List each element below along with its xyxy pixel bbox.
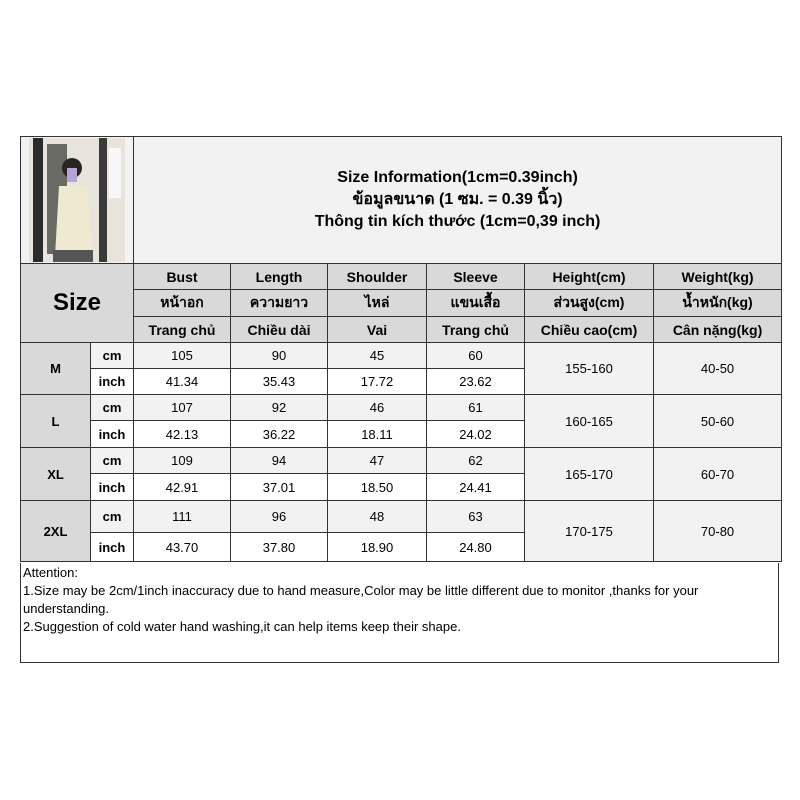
size-row-cm: L cm 107 92 46 61 160-165 50-60 xyxy=(20,394,783,448)
col-header-shoulder-th: ไหล่ xyxy=(327,289,427,317)
product-photo xyxy=(21,137,133,263)
cm-value: 109 xyxy=(133,447,231,474)
attention-note-1: 1.Size may be 2cm/1inch inaccuracy due t… xyxy=(23,583,699,616)
inch-value: 35.43 xyxy=(230,368,328,395)
cm-value: 94 xyxy=(230,447,328,474)
size-row-inch: inch 42.13 36.22 18.11 24.02 xyxy=(21,420,782,448)
col-header-weight-vi: Cân nặng(kg) xyxy=(652,316,783,343)
cm-value: 45 xyxy=(327,342,427,369)
inch-value: 24.41 xyxy=(426,473,525,501)
col-header-bust-th: หน้าอก xyxy=(133,289,231,317)
cm-value: 47 xyxy=(327,447,427,474)
unit-label-inch: inch xyxy=(90,473,134,501)
cm-value: 48 xyxy=(327,500,427,533)
cm-value: 92 xyxy=(230,394,328,421)
col-header-bust-vi: Trang chủ xyxy=(133,316,231,343)
size-label: XL xyxy=(20,447,91,501)
unit-label-cm: cm xyxy=(90,500,134,533)
col-header-sleeve-vi: Trang chủ xyxy=(426,316,525,343)
weight-range: 50-60 xyxy=(652,394,783,448)
attention-note-2: 2.Suggestion of cold water hand washing,… xyxy=(23,619,461,634)
cm-value: 107 xyxy=(133,394,231,421)
weight-range: 40-50 xyxy=(652,342,783,395)
unit-label-inch: inch xyxy=(90,420,134,448)
size-row-inch: inch 41.34 35.43 17.72 23.62 xyxy=(21,368,782,395)
size-label: L xyxy=(20,394,91,448)
unit-label-cm: cm xyxy=(90,447,134,474)
cm-value: 60 xyxy=(426,342,525,369)
size-row-cm: XL cm 109 94 47 62 165-170 60-70 xyxy=(20,447,783,501)
size-chart: Size Information(1cm=0.39inch) ข้อมูลขนา… xyxy=(20,136,783,562)
size-table: Size Information(1cm=0.39inch) ข้อมูลขนา… xyxy=(20,136,783,562)
weight-range: 70-80 xyxy=(652,500,783,562)
cm-value: 62 xyxy=(426,447,525,474)
col-header-weight: Weight(kg) xyxy=(652,263,783,290)
size-row-inch: inch 42.91 37.01 18.50 24.41 xyxy=(21,473,782,501)
size-label: M xyxy=(20,342,91,395)
height-range: 155-160 xyxy=(524,342,654,395)
col-header-length-vi: Chiều dài xyxy=(230,316,328,343)
size-row-cm: 2XL cm 111 96 48 63 170-175 70-80 xyxy=(20,500,783,562)
col-header-height-vi: Chiều cao(cm) xyxy=(524,316,654,343)
inch-value: 37.80 xyxy=(230,532,328,562)
inch-value: 18.50 xyxy=(327,473,427,501)
inch-value: 24.80 xyxy=(426,532,525,562)
height-range: 170-175 xyxy=(524,500,654,562)
cm-value: 63 xyxy=(426,500,525,533)
col-header-sleeve: Sleeve xyxy=(426,263,525,290)
cm-value: 61 xyxy=(426,394,525,421)
inch-value: 37.01 xyxy=(230,473,328,501)
attention-heading: Attention: xyxy=(23,565,78,580)
size-info-title: Size Information(1cm=0.39inch) ข้อมูลขนา… xyxy=(132,136,783,264)
col-header-bust: Bust xyxy=(133,263,231,290)
cm-value: 111 xyxy=(133,500,231,533)
inch-value: 42.13 xyxy=(133,420,231,448)
col-header-height: Height(cm) xyxy=(524,263,654,290)
unit-label-cm: cm xyxy=(90,342,134,369)
product-photo-cell xyxy=(20,136,134,264)
title-thai: ข้อมูลขนาด (1 ซม. = 0.39 นิ้ว) xyxy=(352,191,563,208)
size-header: Size xyxy=(20,263,134,343)
height-range: 160-165 xyxy=(524,394,654,448)
height-range: 165-170 xyxy=(524,447,654,501)
inch-value: 18.11 xyxy=(327,420,427,448)
unit-label-inch: inch xyxy=(90,368,134,395)
size-row-inch: inch 43.70 37.80 18.90 24.80 xyxy=(21,532,782,562)
inch-value: 43.70 xyxy=(133,532,231,562)
inch-value: 42.91 xyxy=(133,473,231,501)
col-header-length-th: ความยาว xyxy=(230,289,328,317)
inch-value: 17.72 xyxy=(327,368,427,395)
inch-value: 24.02 xyxy=(426,420,525,448)
col-header-sleeve-th: แขนเสื้อ xyxy=(426,289,525,317)
col-header-shoulder-vi: Vai xyxy=(327,316,427,343)
size-row-cm: M cm 105 90 45 60 155-160 40-50 xyxy=(20,342,783,395)
col-header-weight-th: น้ำหนัก(kg) xyxy=(652,289,783,317)
inch-value: 23.62 xyxy=(426,368,525,395)
title-english: Size Information(1cm=0.39inch) xyxy=(337,169,578,186)
inch-value: 36.22 xyxy=(230,420,328,448)
cm-value: 96 xyxy=(230,500,328,533)
title-vietnamese: Thông tin kích thước (1cm=0,39 inch) xyxy=(314,213,601,230)
inch-value: 41.34 xyxy=(133,368,231,395)
cm-value: 90 xyxy=(230,342,328,369)
unit-label-cm: cm xyxy=(90,394,134,421)
col-header-height-th: ส่วนสูง(cm) xyxy=(524,289,654,317)
col-header-shoulder: Shoulder xyxy=(327,263,427,290)
weight-range: 60-70 xyxy=(652,447,783,501)
cm-value: 105 xyxy=(133,342,231,369)
attention-notes: Attention: 1.Size may be 2cm/1inch inacc… xyxy=(20,563,779,663)
inch-value: 18.90 xyxy=(327,532,427,562)
size-label: 2XL xyxy=(20,500,91,562)
cm-value: 46 xyxy=(327,394,427,421)
col-header-length: Length xyxy=(230,263,328,290)
unit-label-inch: inch xyxy=(90,532,134,562)
